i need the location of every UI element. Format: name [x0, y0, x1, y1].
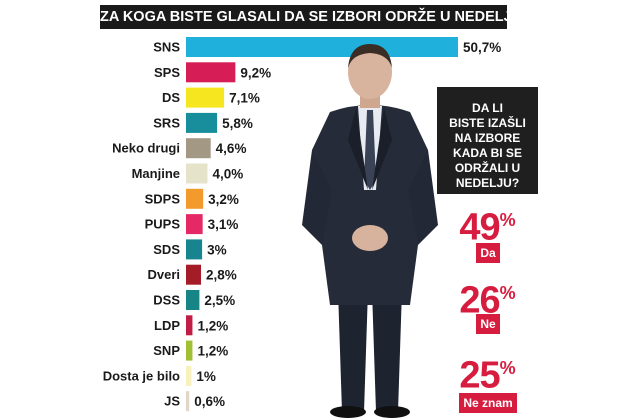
category-label: SRS	[153, 115, 180, 130]
bar-manjine	[186, 163, 208, 184]
category-label: SPS	[154, 65, 180, 80]
value-label: 5,8%	[222, 116, 253, 131]
question-line: NA IZBORE	[454, 131, 521, 145]
value-label: 3,2%	[208, 192, 239, 207]
bar-js	[186, 391, 190, 412]
value-label: 4,6%	[216, 141, 247, 156]
bar-sns	[186, 37, 458, 57]
category-label: SNS	[153, 40, 180, 55]
category-label: DSS	[153, 293, 180, 308]
value-label: 2,8%	[206, 268, 237, 283]
category-label: Dveri	[147, 267, 180, 282]
value-label: 1,2%	[197, 344, 228, 359]
question-line: NEDELJU?	[455, 176, 520, 190]
question-line: DA LI	[472, 101, 503, 115]
value-label: 50,7%	[463, 40, 501, 55]
bar-dosta-je-bilo	[186, 365, 192, 386]
value-label: 1,2%	[197, 318, 228, 333]
value-label: 1%	[196, 369, 216, 384]
category-label: SNP	[153, 343, 180, 358]
turnout-question-panel: DA LI BISTE IZAŠLI NA IZBORE KADA BI SE …	[437, 87, 538, 194]
chart-title: ZA KOGA BISTE GLASALI DA SE IZBORI ODRŽE…	[100, 5, 531, 29]
bar-dss	[186, 290, 200, 310]
category-label: PUPS	[145, 217, 181, 232]
answer-yes-label: Da	[476, 243, 500, 263]
bar-sdps	[186, 188, 204, 209]
category-label: JS	[164, 394, 180, 409]
bar-pups	[186, 214, 203, 235]
answer-no-percent: 26%	[459, 279, 516, 322]
category-label: DS	[162, 90, 180, 105]
category-label: Neko drugi	[112, 141, 180, 156]
answer-dont-know-percent: 25%	[459, 354, 516, 397]
category-label: SDS	[153, 242, 180, 257]
bar-ldp	[186, 315, 193, 336]
bar-sds	[186, 239, 203, 260]
answer-yes-percent: 49%	[459, 206, 516, 249]
bar-ds	[186, 87, 225, 108]
bar-neko-drugi	[186, 138, 211, 159]
question-line: KADA BI SE	[453, 146, 522, 160]
question-line: BISTE IZAŠLI	[449, 116, 526, 130]
bar-srs	[186, 112, 218, 133]
value-label: 0,6%	[194, 394, 225, 409]
value-label: 2,5%	[204, 293, 235, 308]
man-in-suit-photo	[302, 44, 438, 418]
value-label: 9,2%	[240, 65, 271, 80]
category-label: Manjine	[132, 166, 180, 181]
value-label: 3,1%	[208, 217, 239, 232]
value-label: 4,0%	[212, 167, 243, 182]
value-label: 7,1%	[229, 91, 260, 106]
answer-no-label: Ne	[476, 314, 500, 334]
category-label: Dosta je bilo	[103, 368, 180, 383]
question-line: ODRŽALI U	[454, 161, 521, 175]
bar-dveri	[186, 264, 202, 285]
bar-sps	[186, 62, 236, 83]
category-label: SDPS	[145, 191, 181, 206]
answer-dont-know-label: Ne znam	[459, 393, 517, 413]
value-label: 3%	[207, 242, 227, 257]
category-label: LDP	[154, 318, 180, 333]
bar-snp	[186, 340, 193, 361]
